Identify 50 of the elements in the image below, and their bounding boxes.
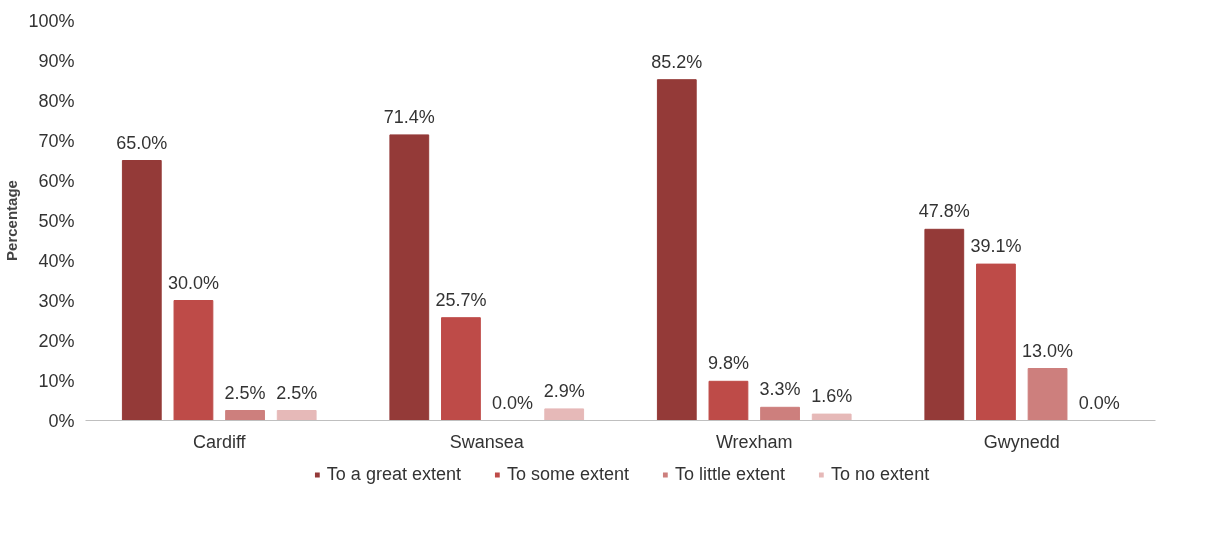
y-tick-label: 0% xyxy=(48,410,75,431)
data-label: 3.3% xyxy=(759,379,801,400)
bar xyxy=(276,410,317,421)
y-tick-label: 30% xyxy=(38,290,75,311)
data-label: 65.0% xyxy=(116,132,168,153)
data-label: 2.5% xyxy=(224,382,266,403)
y-axis-title: Percentage xyxy=(3,180,21,261)
y-tick-label: 10% xyxy=(38,370,75,391)
data-label: 0.0% xyxy=(492,392,534,413)
data-label: 30.0% xyxy=(167,272,219,293)
y-tick-label: 60% xyxy=(38,170,75,191)
y-tick-label: 90% xyxy=(38,50,75,71)
x-tick-label: Wrexham xyxy=(715,431,793,452)
legend-label: To some extent xyxy=(506,463,630,485)
data-label: 25.7% xyxy=(435,289,487,310)
data-label: 1.6% xyxy=(811,386,853,407)
data-label: 39.1% xyxy=(970,236,1022,257)
x-tick-label: Gwynedd xyxy=(983,431,1060,452)
data-label: 9.8% xyxy=(707,353,749,374)
y-tick-label: 20% xyxy=(38,330,75,351)
y-tick-label: 80% xyxy=(38,90,75,111)
data-label: 47.8% xyxy=(918,201,970,222)
bar xyxy=(708,380,749,421)
bar xyxy=(1027,368,1068,421)
data-label: 85.2% xyxy=(651,51,703,72)
bar xyxy=(173,300,214,421)
legend-label: To no extent xyxy=(831,463,930,485)
data-label: 2.9% xyxy=(543,380,585,401)
legend-label: To a great extent xyxy=(326,463,461,485)
x-tick-label: Cardiff xyxy=(192,431,247,452)
bar xyxy=(976,263,1016,421)
legend-label: To little extent xyxy=(675,463,786,485)
bar xyxy=(811,413,852,421)
bar xyxy=(656,79,697,421)
y-tick-label: 50% xyxy=(38,210,75,231)
bar xyxy=(760,406,800,421)
x-tick-label: Swansea xyxy=(449,431,525,452)
bar xyxy=(225,410,265,421)
bar xyxy=(924,228,965,421)
data-label: 71.4% xyxy=(383,106,435,127)
data-label: 2.5% xyxy=(276,382,318,403)
bar xyxy=(121,160,162,421)
data-label: 0.0% xyxy=(1078,392,1120,413)
y-tick-label: 70% xyxy=(38,130,75,151)
bar xyxy=(441,317,481,421)
bar xyxy=(389,134,430,421)
y-tick-label: 40% xyxy=(38,250,75,271)
bar xyxy=(544,408,585,421)
data-label: 13.0% xyxy=(1022,340,1074,361)
y-tick-label: 100% xyxy=(28,10,75,31)
